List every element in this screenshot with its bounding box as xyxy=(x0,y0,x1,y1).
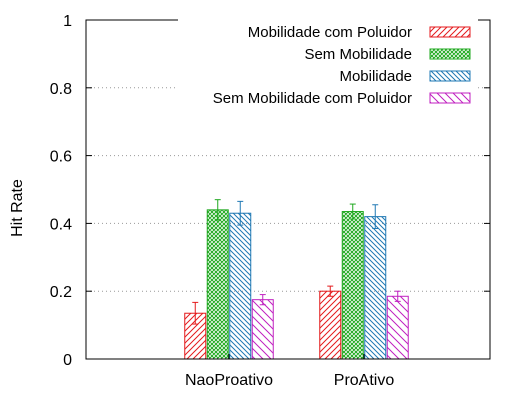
legend-label-2: Mobilidade xyxy=(339,68,412,85)
legend-swatch-2 xyxy=(429,70,471,82)
legend-swatch-0 xyxy=(429,26,471,38)
legend-label-3: Sem Mobilidade com Poluidor xyxy=(213,90,412,107)
legend: Mobilidade com Poluidor Sem Mobilidade Mob… xyxy=(178,18,478,112)
bar-0-3 xyxy=(251,299,274,360)
bars xyxy=(184,199,409,360)
y-axis-label: Hit Rate xyxy=(9,179,26,237)
category-label-1: ProAtivo xyxy=(334,372,395,389)
y-tick-label-0: 0 xyxy=(63,352,72,369)
y-tick-label-5: 1 xyxy=(63,13,72,30)
y-tick-label-2: 0.4 xyxy=(50,216,72,233)
legend-label-1: Sem Mobilidade xyxy=(304,46,412,63)
y-tick-label-3: 0.6 xyxy=(50,149,72,166)
legend-label-0: Mobilidade com Poluidor xyxy=(248,24,412,41)
y-tick-label-4: 0.8 xyxy=(50,81,72,98)
legend-swatch-1 xyxy=(429,48,471,60)
bar-0-2 xyxy=(229,212,252,360)
gridlines xyxy=(86,87,490,292)
axes: NaoProativo ProAtivo 0 0.2 0.4 0.6 0.8 1 xyxy=(50,13,491,389)
bar-1-3 xyxy=(386,295,409,360)
category-label-0: NaoProativo xyxy=(185,372,273,389)
legend-background xyxy=(178,18,478,112)
bar-1-2 xyxy=(364,216,387,360)
bar-0-1 xyxy=(206,209,229,360)
bar-1-0 xyxy=(319,290,342,360)
y-tick-label-1: 0.2 xyxy=(50,284,72,301)
bar-1-1 xyxy=(341,211,364,360)
legend-swatch-3 xyxy=(429,92,471,104)
